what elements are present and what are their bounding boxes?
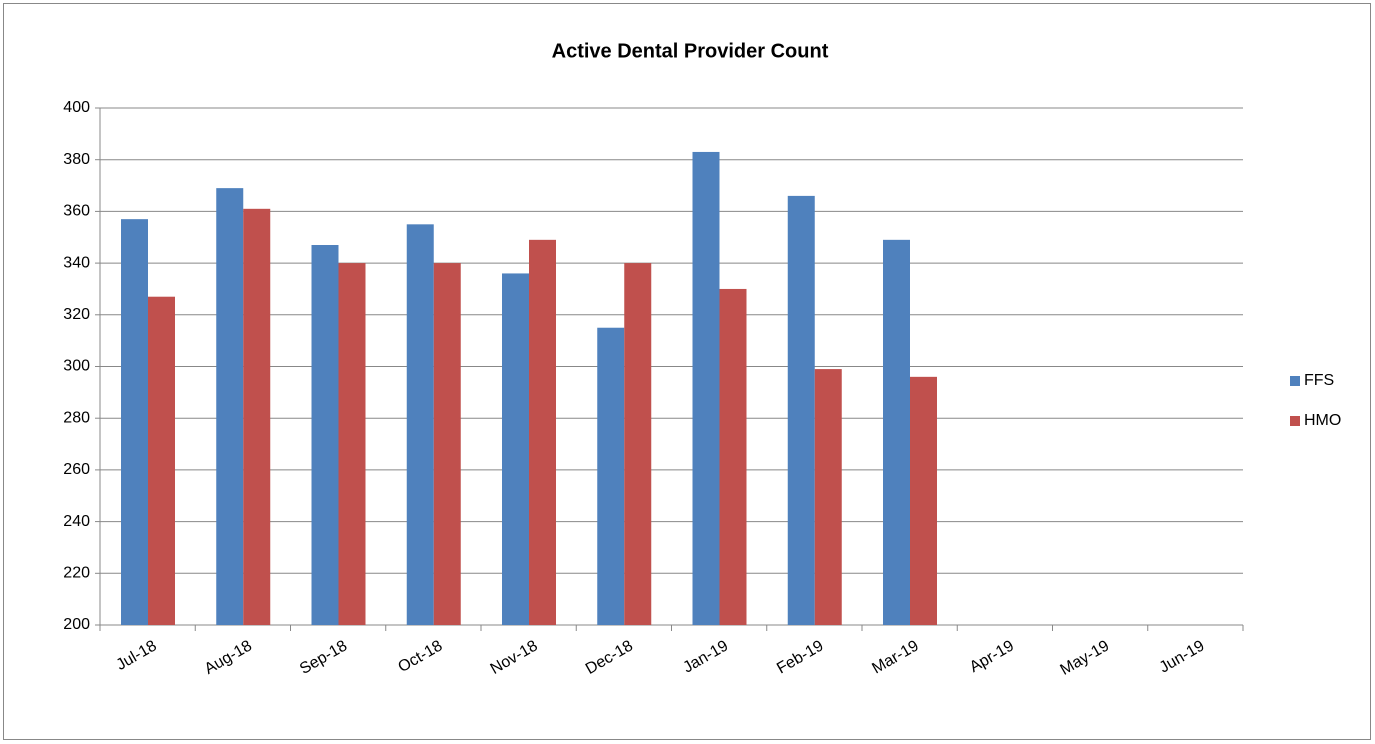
y-tick-label: 360 <box>63 203 90 220</box>
bar <box>692 151 720 625</box>
bar <box>502 273 529 625</box>
y-tick-label: 300 <box>63 358 90 375</box>
legend-swatch <box>1290 376 1300 386</box>
bar <box>338 263 366 625</box>
chart-frame <box>3 3 1371 740</box>
legend-swatch <box>1290 416 1300 426</box>
y-tick-label: 380 <box>63 151 90 168</box>
bar <box>433 263 461 625</box>
y-tick-label: 240 <box>63 513 90 530</box>
chart-title: Active Dental Provider Count <box>552 40 829 62</box>
bar <box>787 195 815 625</box>
y-tick-label: 280 <box>63 409 90 426</box>
bar <box>883 239 910 625</box>
bar <box>624 263 652 625</box>
bar <box>148 296 175 625</box>
y-tick-label: 200 <box>63 616 90 633</box>
legend-label: HMO <box>1304 412 1341 429</box>
y-tick-label: 220 <box>63 565 90 582</box>
bar <box>216 188 244 625</box>
bar <box>243 208 271 625</box>
y-tick-label: 340 <box>63 254 90 271</box>
bar <box>597 327 625 625</box>
bar <box>719 288 747 625</box>
y-tick-label: 400 <box>63 99 90 116</box>
bar <box>814 369 842 625</box>
bar <box>121 219 148 625</box>
bar <box>529 239 556 625</box>
bar <box>406 224 434 625</box>
y-tick-label: 260 <box>63 461 90 478</box>
legend-label: FFS <box>1304 372 1334 389</box>
bar <box>311 245 339 625</box>
y-tick-label: 320 <box>63 306 90 323</box>
bar <box>910 376 937 625</box>
